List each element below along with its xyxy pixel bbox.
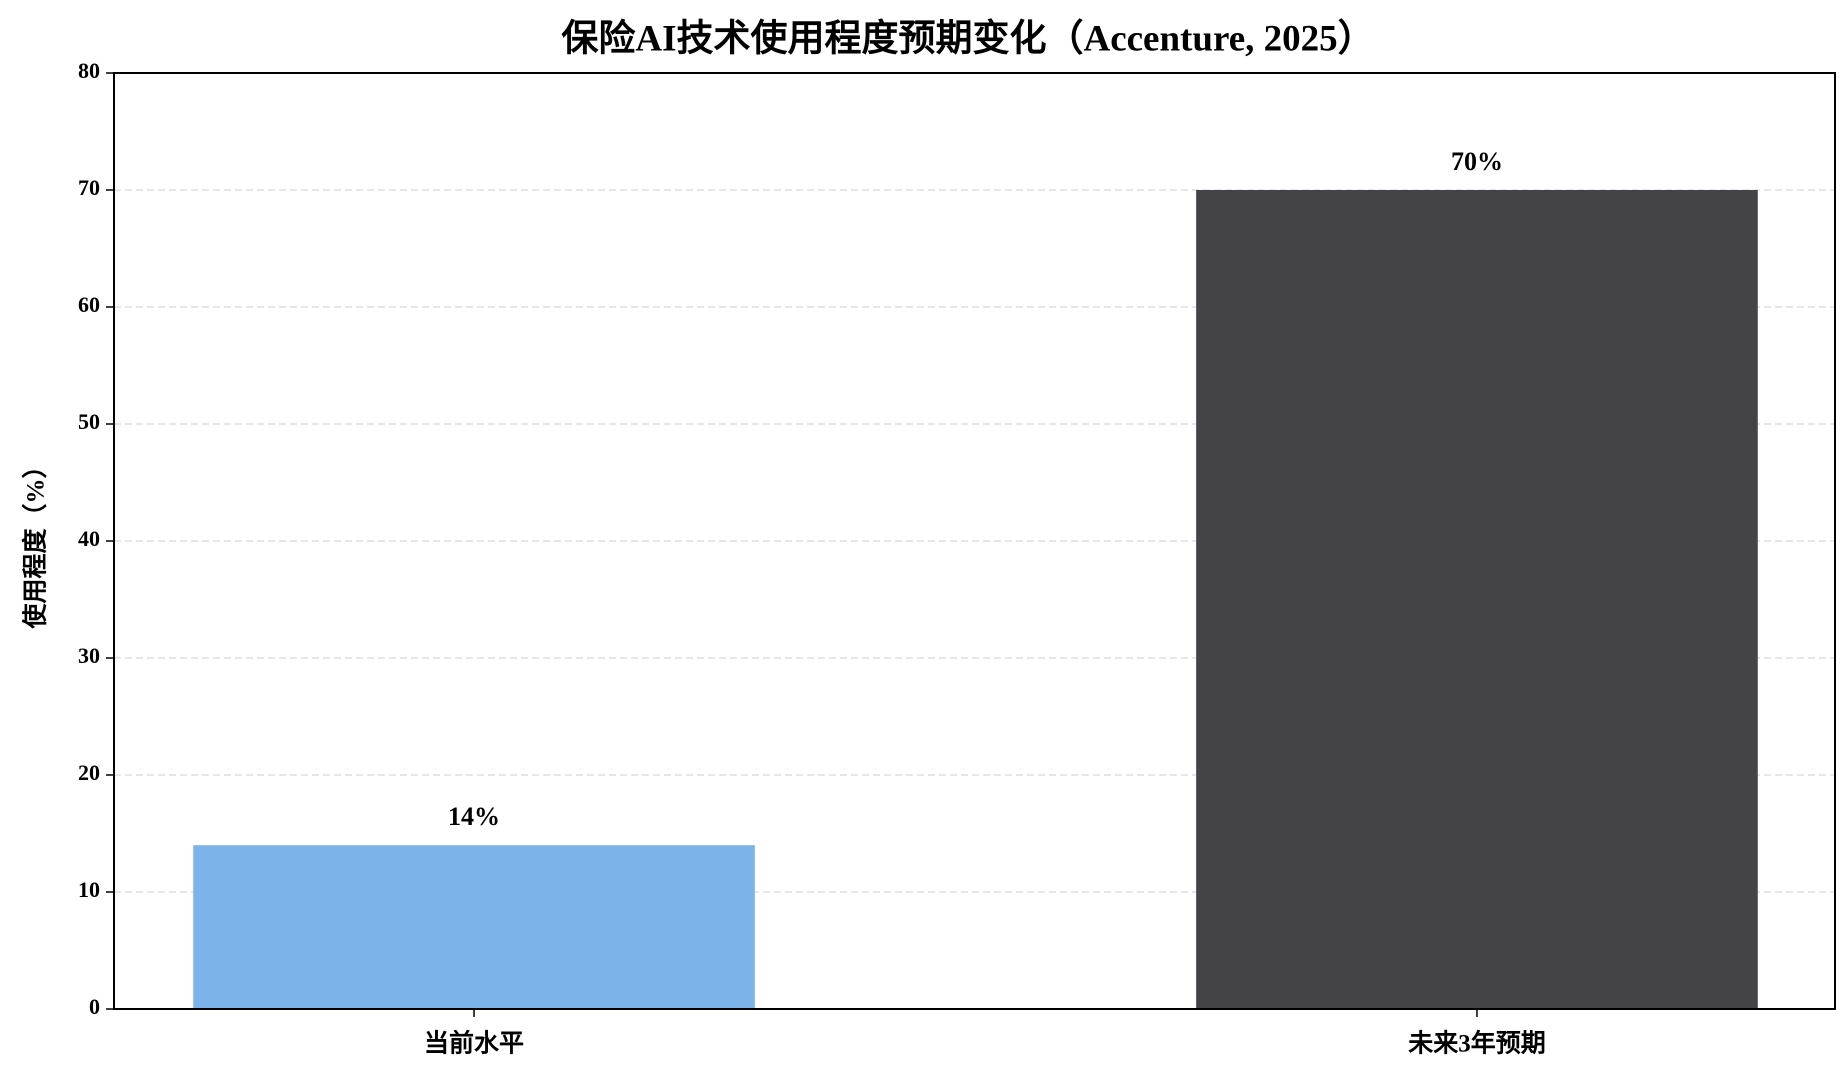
bar (193, 845, 755, 1009)
y-tick-label: 20 (78, 760, 100, 785)
x-tick-label: 当前水平 (424, 1029, 524, 1058)
y-axis-label: 使用程度（%） (21, 453, 50, 629)
y-tick-label: 10 (78, 877, 100, 902)
y-tick-label: 30 (78, 643, 100, 668)
value-label: 14% (448, 802, 500, 831)
y-tick-label: 70 (78, 175, 100, 200)
y-tick-label: 50 (78, 409, 100, 434)
value-label: 70% (1451, 147, 1503, 176)
y-tick-label: 80 (78, 58, 100, 83)
bar (1196, 190, 1758, 1009)
chart-title: 保险AI技术使用程度预期变化（Accenture, 2025） (561, 17, 1374, 59)
y-tick-label: 60 (78, 292, 100, 317)
x-tick-label: 未来3年预期 (1408, 1029, 1546, 1058)
y-tick-label: 40 (78, 526, 100, 551)
plot-frame (113, 72, 1836, 1010)
y-tick-label: 0 (89, 994, 100, 1019)
